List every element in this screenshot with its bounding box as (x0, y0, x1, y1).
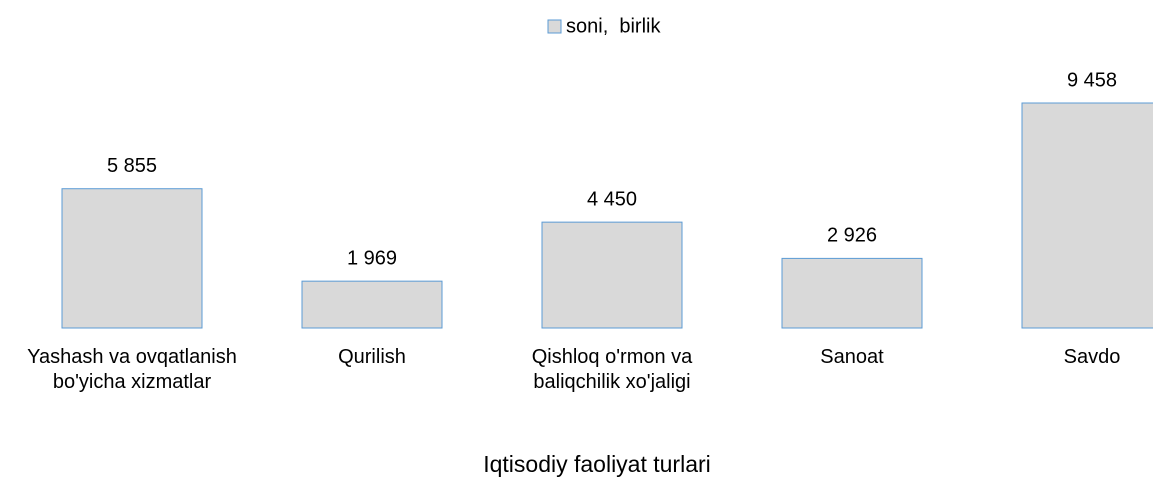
data-label: 5 855 (107, 155, 157, 177)
bar (1021, 102, 1153, 329)
x-tick-label: Sanoat (820, 346, 884, 368)
data-label: 2 926 (827, 225, 877, 247)
legend-label: soni, birlik (566, 15, 661, 37)
bar (781, 257, 923, 329)
bar (61, 188, 203, 329)
legend-swatch (547, 19, 562, 34)
x-tick-label: Savdo (1064, 346, 1121, 368)
data-label: 1 969 (347, 247, 397, 269)
x-tick-label: Qurilish (338, 346, 406, 368)
bar (301, 280, 443, 329)
data-label: 4 450 (587, 188, 637, 210)
x-tick-label: Yashash va ovqatlanish bo'yicha xizmatlar (27, 346, 237, 393)
data-label: 9 458 (1067, 69, 1117, 91)
x-axis-title: Iqtisodiy faoliyat turlari (483, 451, 711, 477)
bar (541, 221, 683, 329)
x-tick-label: Qishloq o'rmon va baliqchilik xo'jaligi (532, 346, 693, 393)
